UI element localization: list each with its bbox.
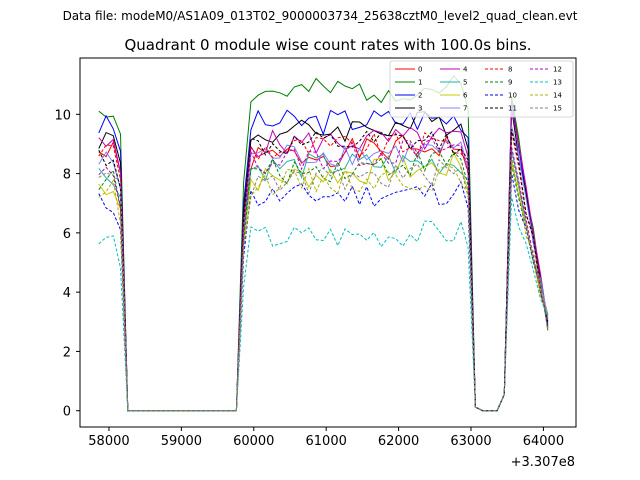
x-tick-label: 58000 [88,434,129,449]
y-tick-label: 6 [63,227,71,242]
series-line-13 [98,197,549,412]
legend-label-4: 4 [463,66,468,74]
y-tick-label: 2 [63,345,71,360]
legend-label-0: 0 [418,66,422,74]
plot-frame [79,57,577,428]
legend-box [389,60,574,118]
x-offset-label: +3.307e8 [511,455,575,470]
legend-label-7: 7 [463,105,467,113]
y-tick-label: 4 [63,286,71,301]
y-tick-label: 8 [63,168,71,183]
legend-label-11: 11 [508,105,517,113]
legend-label-9: 9 [508,79,512,87]
legend-label-10: 10 [508,92,517,100]
x-tick-label: 61000 [306,434,347,449]
x-tick-label: 59000 [161,434,202,449]
y-axis: 0 2 4 6 8 10 [54,108,80,420]
x-axis: 58000 59000 60000 61000 62000 63000 64000 [88,427,564,449]
legend-label-8: 8 [508,66,512,74]
x-tick-label: 63000 [450,434,491,449]
legend-label-6: 6 [463,92,468,100]
x-tick-label: 62000 [378,434,419,449]
x-tick-label: 64000 [523,434,564,449]
legend-label-13: 13 [553,79,562,87]
legend-label-3: 3 [418,105,422,113]
legend-label-14: 14 [553,92,562,100]
y-tick-label: 0 [63,405,71,420]
series-layer [98,75,549,412]
legend-label-1: 1 [418,79,422,87]
legend-label-2: 2 [418,92,422,100]
series-line-15 [98,155,549,412]
legend-label-12: 12 [553,66,562,74]
chart-suptitle: Data file: modeM0/AS1A09_013T02_90000037… [63,9,578,23]
y-tick-label: 10 [54,108,71,123]
legend-label-15: 15 [553,105,562,113]
legend-label-5: 5 [463,79,467,87]
series-line-11 [98,128,549,412]
x-tick-label: 60000 [233,434,274,449]
chart-title: Quadrant 0 module wise count rates with … [124,36,531,54]
